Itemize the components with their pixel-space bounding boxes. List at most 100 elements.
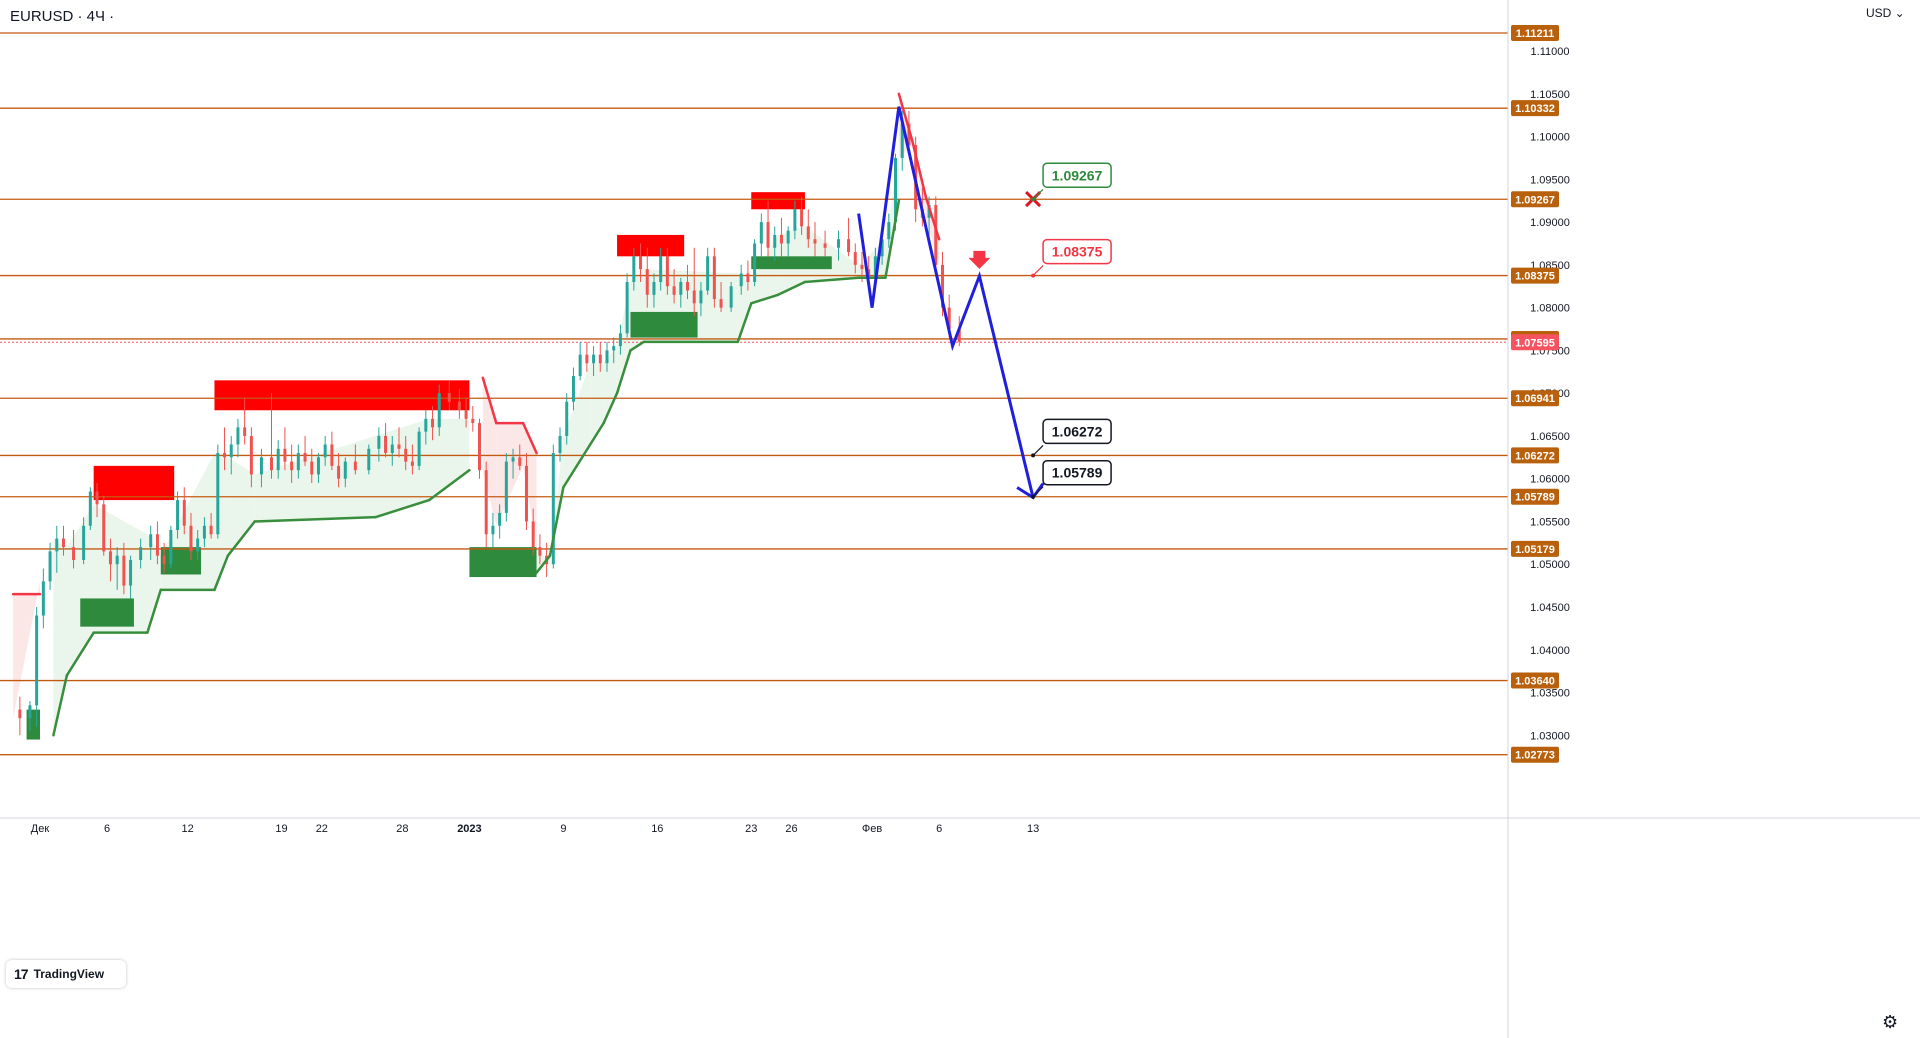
- price-tick-label: 1.11000: [1531, 46, 1570, 58]
- candle-body: [176, 500, 180, 531]
- candle-body: [538, 547, 542, 556]
- supertrend-segment: [253, 515, 377, 523]
- candle-body: [739, 273, 743, 287]
- supertrend-fill-segment: [227, 457, 255, 556]
- candle-body: [410, 461, 414, 466]
- candle-body: [793, 209, 797, 231]
- candle-body: [491, 525, 495, 535]
- candle-body: [639, 256, 643, 270]
- candle-body: [598, 354, 602, 364]
- candle-body: [41, 581, 45, 616]
- candle-body: [102, 504, 106, 552]
- callout-pointer: [1032, 265, 1044, 276]
- candle-body: [310, 461, 314, 475]
- supertrend-segment: [52, 674, 69, 737]
- candle-body: [659, 256, 663, 282]
- price-tag: [1511, 191, 1559, 208]
- candle-body: [343, 461, 347, 479]
- supply-zone: [617, 234, 685, 257]
- candle-body: [28, 705, 32, 719]
- price-tick-label: 1.04000: [1530, 645, 1570, 657]
- candle-body: [592, 354, 596, 364]
- price-tick-label: 1.06000: [1530, 474, 1570, 486]
- candle-body: [189, 525, 193, 552]
- candle-body: [907, 123, 911, 146]
- candle-body: [679, 281, 683, 295]
- candle-body: [699, 290, 703, 304]
- candle-body: [48, 551, 52, 582]
- time-tick-label: Дек: [31, 823, 50, 835]
- candle-body: [686, 281, 690, 291]
- supply-zone: [214, 380, 470, 411]
- callout-box: [1042, 459, 1112, 486]
- symbol-title[interactable]: EURUSD · 4Ч ·: [10, 8, 115, 25]
- candle-body: [35, 615, 39, 706]
- candles: [18, 110, 961, 736]
- candle-body: [766, 222, 770, 248]
- callout-pointer: [1032, 445, 1044, 456]
- candle-body: [95, 491, 99, 505]
- supertrend-segment: [548, 485, 565, 557]
- time-tick-label: 28: [396, 823, 408, 835]
- candle-body: [129, 559, 133, 586]
- candle-body: [18, 709, 22, 719]
- candle-body: [149, 534, 153, 548]
- candle-body: [390, 444, 394, 454]
- time-tick-label: 19: [275, 823, 287, 835]
- candle-body: [323, 444, 327, 458]
- demand-zone: [80, 598, 134, 627]
- price-tag-label: 1.06272: [1515, 450, 1555, 462]
- candle-body: [753, 243, 757, 282]
- candle-body: [618, 333, 622, 347]
- price-tag-label: 1.05179: [1515, 544, 1555, 556]
- candle-body: [431, 418, 435, 428]
- candle-body: [860, 264, 864, 270]
- callout-label: 1.08375: [1052, 244, 1103, 260]
- candle-body: [806, 226, 810, 240]
- supertrend-segment: [427, 468, 471, 502]
- candle-body: [353, 461, 357, 471]
- supertrend-segment: [374, 498, 431, 519]
- callouts: 1.09267 1.08375 1.06272 1.05789: [1031, 162, 1112, 499]
- candle-body: [169, 530, 173, 565]
- candle-body: [404, 448, 408, 462]
- candle-body: [61, 538, 65, 548]
- candle-body: [337, 465, 341, 479]
- tradingview-logo[interactable]: 17 TradingView: [6, 960, 126, 988]
- time-tick-label: 13: [1027, 823, 1039, 835]
- candle-body: [367, 448, 371, 471]
- candle-body: [498, 512, 502, 526]
- callout-anchor: [1031, 197, 1036, 202]
- gear-icon[interactable]: ⚙: [1882, 1012, 1899, 1032]
- candle-body: [887, 222, 891, 240]
- candle-body: [652, 281, 656, 295]
- price-tag: [1511, 746, 1559, 763]
- candle-body: [894, 157, 898, 223]
- supertrend-segment: [629, 340, 646, 352]
- price-tick-label: 1.09500: [1530, 174, 1570, 186]
- supertrend-segment: [736, 302, 753, 344]
- currency-selector[interactable]: USD ⌄: [1866, 6, 1905, 20]
- time-tick-label: 12: [181, 823, 193, 835]
- price-tag: [1511, 540, 1559, 557]
- candle-body: [397, 444, 401, 449]
- candle-body: [88, 491, 92, 526]
- candle-body: [847, 239, 851, 253]
- candle-body: [531, 521, 535, 548]
- supertrend-segment: [562, 443, 592, 489]
- price-callout: 1.09267: [1031, 162, 1112, 202]
- candle-body: [524, 465, 528, 522]
- candle-body: [867, 269, 871, 278]
- callout-box: [1042, 162, 1112, 189]
- price-tag-label: 1.05789: [1515, 492, 1555, 504]
- candle-body: [712, 256, 716, 300]
- supertrend-segment: [588, 421, 605, 446]
- tv-logo-icon: 17: [14, 966, 29, 982]
- candle-body: [551, 453, 555, 565]
- callout-anchor: [1031, 453, 1036, 458]
- callout-box: [1042, 238, 1112, 265]
- price-tag-label: 1.08375: [1515, 271, 1555, 283]
- supertrend-fill-segment: [13, 581, 40, 719]
